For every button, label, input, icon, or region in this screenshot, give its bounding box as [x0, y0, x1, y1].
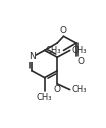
Text: CH₃: CH₃	[72, 85, 87, 94]
Text: O: O	[77, 57, 84, 66]
Text: CH₃: CH₃	[46, 46, 61, 55]
Text: CH₃: CH₃	[37, 93, 52, 102]
Text: N: N	[29, 52, 35, 61]
Text: O: O	[60, 26, 67, 35]
Text: CH₃: CH₃	[72, 46, 87, 55]
Text: O: O	[54, 85, 61, 94]
